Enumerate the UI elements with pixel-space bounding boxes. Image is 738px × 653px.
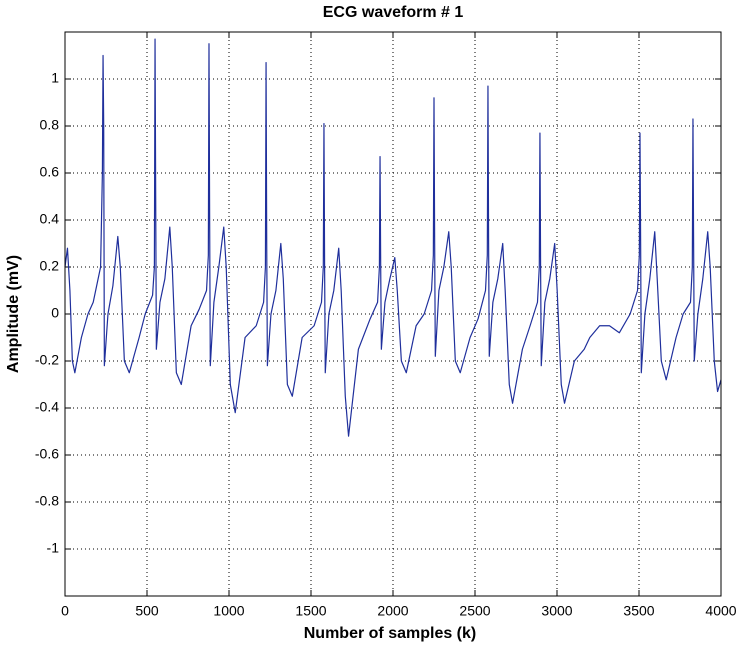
y-tick-label: -1	[47, 540, 60, 556]
x-tick-label: 0	[61, 603, 69, 619]
y-tick-label: -0.2	[35, 352, 59, 368]
y-tick-label: -0.4	[35, 399, 59, 415]
x-tick-label: 3500	[623, 603, 654, 619]
x-tick-label: 2000	[377, 603, 408, 619]
x-tick-label: 1000	[213, 603, 244, 619]
y-axis-label: Amplitude (mV)	[5, 255, 22, 373]
x-tick-label: 4000	[705, 603, 736, 619]
y-tick-label: 0.2	[40, 258, 60, 274]
y-tick-label: -0.8	[35, 493, 59, 509]
y-tick-label: 1	[51, 70, 59, 86]
y-tick-label: 0.8	[40, 117, 60, 133]
x-tick-label: 500	[135, 603, 159, 619]
x-tick-label: 2500	[459, 603, 490, 619]
x-tick-label: 1500	[295, 603, 326, 619]
chart-title: ECG waveform # 1	[323, 4, 464, 21]
plot-frame	[64, 31, 722, 597]
y-tick-label: 0.4	[40, 211, 60, 227]
x-tick-label: 3000	[541, 603, 572, 619]
y-tick-label: -0.6	[35, 446, 59, 462]
ecg-line	[64, 38, 722, 437]
y-tick-label: 0.6	[40, 164, 60, 180]
y-tick-label: 0	[51, 305, 59, 321]
x-axis-label: Number of samples (k)	[304, 625, 476, 642]
